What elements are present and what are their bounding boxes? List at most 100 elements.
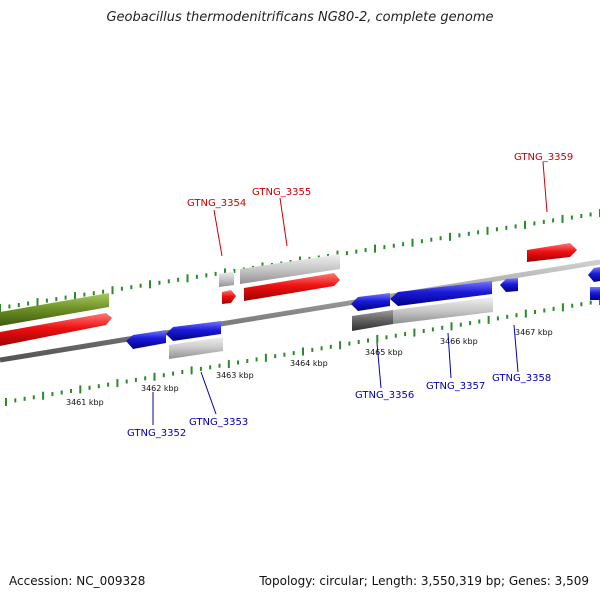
forward-track-tick [374,244,376,253]
forward-track-tick [439,236,442,241]
forward-track-tick [430,237,433,242]
label-gtng-3353[interactable]: GTNG_3353 [189,417,248,428]
genome-stats-text: Topology: circular; Length: 3,550,319 bp… [259,574,589,588]
reverse-track-tick [42,391,45,400]
reverse-track-tick [450,322,453,331]
accession-text: Accession: NC_009328 [9,574,146,588]
reverse-track-tick [5,398,7,406]
label-gtng-3354[interactable]: GTNG_3354 [187,198,246,209]
forward-track-tick [0,304,1,312]
forward-track-tick [458,233,461,238]
forward-track-tick [158,280,161,285]
forward-track-tick [392,243,395,248]
forward-track-tick [570,215,573,220]
label-gtng-3357[interactable]: GTNG_3357 [426,381,485,392]
forward-track-tick [524,220,526,229]
forward-track-tick [514,224,517,229]
forward-track-tick [383,245,386,250]
forward-track-tick [92,291,95,296]
reverse-track-tick [543,308,546,313]
leader-gtng-3359 [542,161,548,213]
reverse-track-tick [162,373,165,378]
gene-features [0,243,600,359]
forward-track-tick [486,226,489,235]
reverse-track-tick [209,365,212,370]
feature-green [0,293,109,326]
forward-track-tick [467,231,470,236]
label-gtng-3358[interactable]: GTNG_3358 [492,373,551,384]
reverse-track-tick [97,384,100,389]
reverse-track-tick [302,347,304,356]
forward-track-tick [205,273,208,278]
feature-grey-3353 [169,337,223,359]
reverse-track-tick [339,341,342,350]
reverse-track-tick [561,303,564,312]
reverse-track-tick [292,351,295,356]
reverse-track-tick [14,398,17,403]
reverse-track-tick [571,303,574,308]
forward-track-tick [420,239,423,244]
leader-gtng-3353 [200,371,217,415]
reverse-track-tick [367,338,369,343]
reverse-track-tick [60,390,63,395]
reverse-track-tick [70,389,72,393]
gene-gtng-3359-arrow [527,243,577,262]
reverse-track-tick [348,341,351,346]
label-gtng-3356[interactable]: GTNG_3356 [355,390,414,401]
gene-gtng-3358-arrow [500,278,518,292]
reverse-track-tick [431,327,434,332]
gene-gtng-3352-arrow [126,330,166,349]
forward-track-tick [8,304,11,309]
reverse-track-tick [199,366,202,371]
label-gtng-3359[interactable]: GTNG_3359 [514,152,573,163]
gene-forward-left [0,313,112,346]
forward-track-tick [167,279,170,284]
forward-track-tick [186,274,189,283]
reverse-track-tick [311,347,314,352]
reverse-track-tick [478,319,481,324]
reverse-track-tick [404,332,407,337]
label-gtng-3352[interactable]: GTNG_3352 [127,428,186,439]
forward-track-tick [505,225,508,230]
kbp-label-3466: 3466 kbp [440,337,478,346]
reverse-track-tick [116,379,119,388]
forward-track-tick [17,303,20,307]
reverse-track-tick [552,306,555,311]
gene-gtng-3353-arrow [166,321,221,341]
kbp-label-3461: 3461 kbp [66,398,104,407]
forward-track-tick [533,221,536,226]
reverse-track-tick [376,334,379,343]
kbp-label-3465: 3465 kbp [365,348,403,357]
reverse-track-tick [107,382,110,387]
reverse-track-tick [264,353,267,362]
reverse-track-tick [32,395,35,400]
gene-gtng-3356-arrow [351,293,390,311]
reverse-track-tick [469,321,472,326]
forward-track-tick [102,289,105,294]
forward-track-tick [55,297,58,302]
reverse-track-tick [487,315,490,324]
reverse-track-tick [144,376,147,381]
forward-track-tick [27,301,30,306]
reverse-track-tick [357,340,360,344]
reverse-track-tick [589,300,592,305]
forward-track-tick [233,268,236,273]
gene-gtng-3354-arrow [222,290,236,304]
leader-gtng-3357 [447,332,452,379]
kbp-label-3464: 3464 kbp [290,359,328,368]
forward-track-tick [561,214,564,223]
kbp-scale: 3461 kbp 3462 kbp 3463 kbp 3464 kbp 3465… [66,328,553,407]
reverse-track-tick [246,359,249,363]
reverse-track-tick [227,360,230,369]
leader-gtng-3358 [513,324,519,373]
forward-track-tick [45,298,48,303]
kbp-label-3462: 3462 kbp [141,384,179,393]
label-gtng-3355[interactable]: GTNG_3355 [252,187,311,198]
forward-track-tick [149,280,151,289]
kbp-label-3467: 3467 kbp [515,328,553,337]
forward-track-tick [177,277,180,282]
reverse-track-tick [441,325,444,330]
forward-track-tick [130,285,133,290]
forward-track-tick [224,268,226,277]
feature-grey-3354 [219,271,234,287]
